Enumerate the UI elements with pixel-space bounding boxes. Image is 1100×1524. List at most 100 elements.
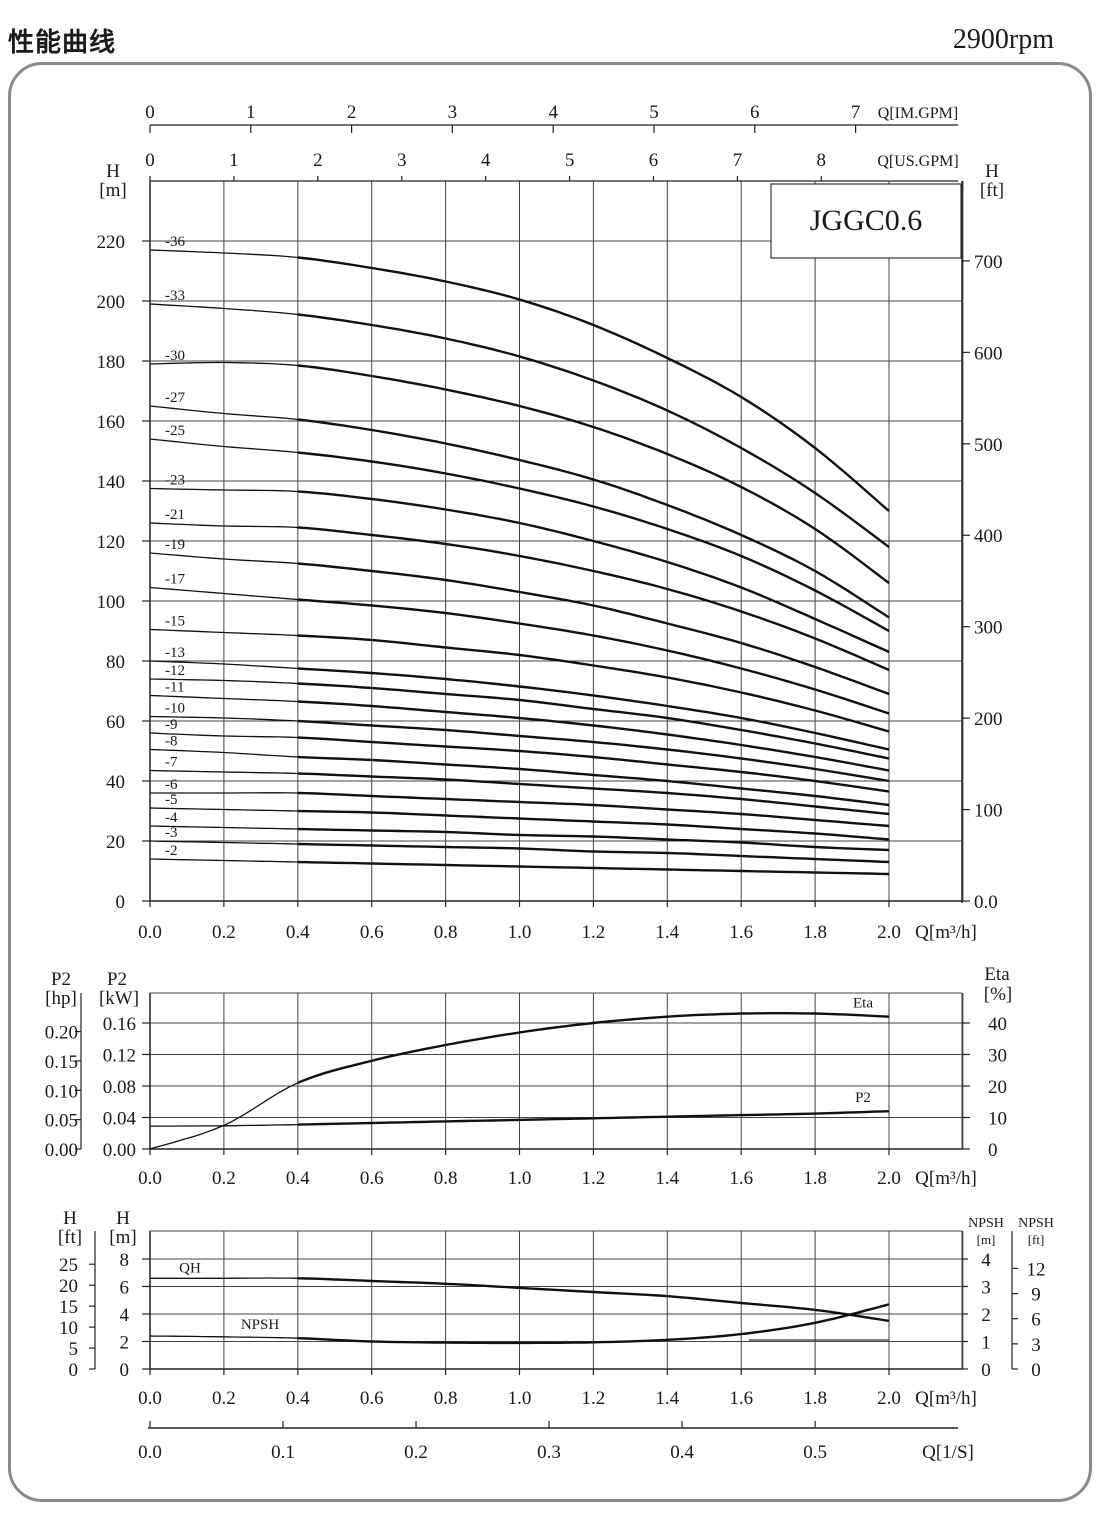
kw-label-p2: P2 — [107, 969, 127, 990]
qh-m-tick-label: 6 — [120, 1278, 130, 1299]
ls-tick-label: 0.5 — [803, 1442, 827, 1463]
eta-curve-label: Eta — [853, 996, 873, 1012]
head-curve-label: -5 — [165, 792, 178, 808]
npsh-x-tick-label: 0.4 — [286, 1388, 310, 1409]
head-curve — [297, 313, 890, 548]
head-curve — [297, 827, 890, 852]
head-curve-thin — [149, 628, 298, 637]
head-curve-thin — [149, 249, 298, 259]
head-curve-label: -17 — [165, 572, 185, 588]
imgpm-tick-label: 1 — [246, 102, 256, 123]
head-y-tick-label: 40 — [106, 772, 125, 793]
head-x-tick-label: 2.0 — [877, 922, 901, 943]
head-curve — [297, 755, 890, 807]
ls-tick-label: 0.4 — [670, 1442, 694, 1463]
usgpm-tick-label: 5 — [565, 150, 575, 171]
usgpm-tick-label: 6 — [649, 150, 659, 171]
head-curve-thin — [149, 715, 298, 722]
head-curve — [297, 860, 890, 876]
kw-tick-label: 0.16 — [103, 1014, 136, 1035]
qh-m-label: H — [116, 1208, 130, 1229]
eta-tick-label: 20 — [988, 1077, 1007, 1098]
head-curve-thin — [149, 807, 298, 812]
head-curve — [297, 526, 890, 672]
head-curve-thin — [149, 660, 298, 670]
qh-m-tick-label: 8 — [120, 1250, 130, 1271]
qh-ft-tick-label: 15 — [59, 1297, 78, 1318]
eta-label: Eta — [984, 964, 1010, 985]
head-curve — [297, 842, 890, 864]
head-curve-label: -13 — [165, 645, 185, 661]
hp-label-p2: P2 — [51, 969, 71, 990]
head-curve-label: -8 — [165, 734, 178, 750]
head-curve-thin — [149, 858, 298, 863]
head-curve-thin — [149, 522, 298, 529]
npsh-m-tick-label: 2 — [981, 1305, 991, 1326]
head-x-tick-label: 1.0 — [508, 922, 532, 943]
head-curve-thin — [149, 825, 298, 830]
qh-m-tick-label: 2 — [120, 1333, 130, 1354]
power-xlabel: Q[m³/h] — [915, 1168, 977, 1189]
hp-tick-label: 0.10 — [45, 1081, 78, 1102]
imgpm-tick-label: 0 — [145, 102, 155, 123]
head-curve-label: -12 — [165, 663, 185, 679]
hp-label-unit: [hp] — [45, 988, 77, 1009]
head-curve — [297, 634, 890, 733]
head-curve-thin — [149, 361, 298, 367]
head-ft-tick-label: 200 — [974, 709, 1003, 730]
npsh-x-tick-label: 1.4 — [655, 1388, 679, 1409]
head-curve — [297, 562, 890, 696]
npsh-x-tick-label: 0.2 — [212, 1388, 236, 1409]
head-curve — [297, 772, 890, 816]
imgpm-tick-label: 5 — [649, 102, 659, 123]
npsh-m-tick-label: 1 — [981, 1333, 991, 1354]
power-x-tick-label: 1.6 — [729, 1168, 753, 1189]
qh-curve-label: QH — [179, 1260, 201, 1276]
head-curve — [297, 791, 890, 828]
head-curve-label: -15 — [165, 614, 185, 630]
power-x-tick-label: 0.2 — [212, 1168, 236, 1189]
head-xlabel: Q[m³/h] — [915, 922, 977, 943]
head-curve-thin — [149, 678, 298, 685]
npsh-x-tick-label: 1.6 — [729, 1388, 753, 1409]
head-x-tick-label: 1.8 — [803, 922, 827, 943]
imgpm-tick-label: 4 — [548, 102, 558, 123]
npsh-ft-tick-label: 0 — [1031, 1360, 1041, 1381]
power-x-tick-label: 0.4 — [286, 1168, 310, 1189]
head-curve — [297, 451, 890, 633]
head-curve-thin — [149, 487, 298, 493]
head-curve-label: -10 — [165, 701, 185, 717]
eta-tick-label: 40 — [988, 1014, 1007, 1035]
qh-ft-unit: [ft] — [58, 1227, 82, 1248]
npsh-m-tick-label: 3 — [981, 1278, 991, 1299]
kw-tick-label: 0.08 — [103, 1077, 136, 1098]
power-x-tick-label: 1.4 — [655, 1168, 679, 1189]
ls-xlabel: Q[1/S] — [922, 1442, 974, 1463]
power-x-tick-label: 2.0 — [877, 1168, 901, 1189]
kw-tick-label: 0.04 — [103, 1109, 137, 1130]
head-y-tick-label: 0 — [116, 892, 126, 913]
head-curve — [297, 418, 890, 619]
head-y-tick-label: 220 — [97, 232, 126, 253]
head-curve-thin — [149, 732, 298, 739]
npsh-curve — [297, 1303, 890, 1345]
head-curve-label: -21 — [165, 507, 185, 523]
npsh-ft-label: NPSH — [1018, 1216, 1054, 1231]
power-x-tick-label: 0.6 — [360, 1168, 384, 1189]
chart-frame — [8, 62, 1092, 1502]
head-y-tick-label: 160 — [97, 412, 126, 433]
npsh-ft-unit: [ft] — [1028, 1232, 1045, 1247]
head-y-tick-label: 60 — [106, 712, 125, 733]
hp-tick-label: 0.15 — [45, 1052, 78, 1073]
usgpm-tick-label: 2 — [313, 150, 323, 171]
qh-ft-tick-label: 25 — [59, 1255, 78, 1276]
head-y-tick-label: 80 — [106, 652, 125, 673]
head-curve — [297, 667, 890, 751]
head-ylabel-h: H — [106, 161, 120, 182]
hp-tick-label: 0.05 — [45, 1111, 78, 1132]
usgpm-tick-label: 7 — [733, 150, 743, 171]
npsh-x-tick-label: 1.0 — [508, 1388, 532, 1409]
npsh-x-tick-label: 1.8 — [803, 1388, 827, 1409]
power-x-tick-label: 1.2 — [582, 1168, 606, 1189]
